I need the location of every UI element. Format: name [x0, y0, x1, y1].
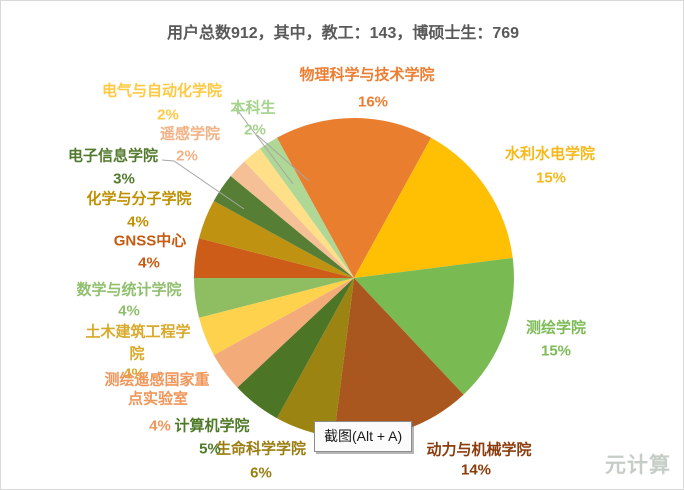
pie-slice-3[interactable]	[333, 278, 464, 439]
slice-label-civil-engineering-2: 院	[129, 345, 145, 363]
slice-label-surveying-mapping: 测绘学院	[525, 319, 587, 337]
slice-label-life-sciences: 生命科学学院	[215, 440, 307, 458]
slice-pct-gnss-center: 4%	[138, 254, 160, 272]
slice-pct-remote-sensing: 2%	[176, 147, 198, 165]
slice-pct-water-resources: 15%	[535, 169, 567, 187]
pie-slice-5[interactable]	[237, 278, 354, 419]
pie-slice-0[interactable]	[276, 117, 432, 278]
slice-pct-chemistry: 4%	[127, 213, 149, 231]
watermark: 元计算	[605, 454, 671, 477]
pie-slice-10[interactable]	[199, 200, 354, 278]
slice-pct-electrical-automation: 2%	[157, 106, 179, 124]
slice-label-electronic-info: 电子信息学院	[67, 147, 159, 165]
slice-label-gnss-center: GNSS中心	[113, 232, 187, 250]
pie-slice-13[interactable]	[244, 148, 354, 278]
slice-pct-liesmars-lab: 4%	[149, 417, 171, 435]
slice-pct-surveying-mapping: 15%	[540, 342, 572, 360]
slice-label-power-machinery: 动力与机械学院	[426, 441, 532, 459]
slice-label-civil-engineering: 土木建筑工程学	[85, 323, 191, 341]
pie-slice-7[interactable]	[199, 278, 354, 356]
pie-slice-12[interactable]	[230, 161, 354, 278]
slice-pct-math-statistics: 4%	[118, 302, 140, 320]
slice-pct-life-sciences: 6%	[250, 464, 272, 482]
slice-pct-undergraduates: 2%	[244, 121, 266, 139]
slice-label-physics: 物理科学与技术学院	[299, 66, 435, 84]
chart-title: 用户总数912，其中，教工：143，博硕士生：769	[166, 25, 520, 42]
slice-pct-civil-engineering: 4%	[123, 365, 145, 383]
pie-slice-2[interactable]	[354, 257, 515, 395]
pie-slice-8[interactable]	[194, 278, 354, 318]
screenshot-shortcut-tooltip: 截图(Alt + A)	[314, 421, 413, 452]
leader-line-electrical-automation	[234, 106, 294, 185]
leader-line-electronic-info	[161, 159, 245, 210]
slice-label-computer-science: 计算机学院	[174, 417, 250, 435]
pie-slice-11[interactable]	[213, 176, 354, 278]
pie-slice-6[interactable]	[213, 278, 354, 388]
slice-pct-power-machinery: 14%	[460, 461, 492, 479]
pie-slice-4[interactable]	[276, 278, 354, 437]
pie-slice-9[interactable]	[194, 238, 354, 278]
slice-pct-electronic-info: 3%	[113, 170, 135, 188]
leader-line-undergraduates	[256, 134, 310, 182]
pie-slice-1[interactable]	[354, 137, 513, 278]
slice-pct-computer-science: 5%	[199, 440, 221, 458]
slice-label-liesmars-lab-2: 点实验室	[127, 390, 189, 408]
slice-label-chemistry: 化学与分子学院	[86, 190, 192, 208]
slice-label-liesmars-lab: 测绘遥感国家重	[104, 371, 210, 389]
slice-label-undergraduates: 本科生	[230, 99, 276, 117]
slice-pct-physics: 16%	[357, 93, 389, 111]
pie-slice-14[interactable]	[259, 137, 354, 278]
slice-label-remote-sensing: 遥感学院	[159, 125, 221, 143]
pie-slices	[194, 117, 515, 439]
slice-label-electrical-automation: 电气与自动化学院	[101, 82, 223, 100]
slice-label-water-resources: 水利水电学院	[504, 145, 596, 163]
slice-label-math-statistics: 数学与统计学院	[76, 281, 182, 299]
